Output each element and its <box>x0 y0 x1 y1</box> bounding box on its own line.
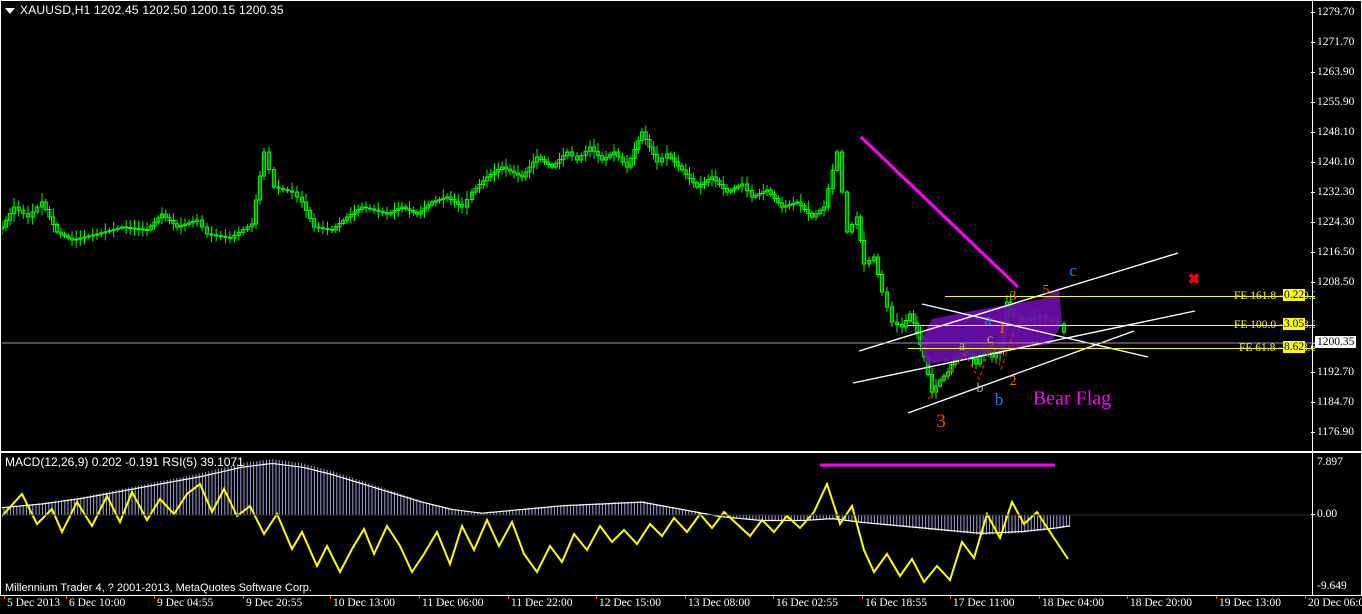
price-axis-tick: 1279.70 <box>1311 6 1354 18</box>
time-axis-tickmark <box>950 596 951 599</box>
copyright-text: Millennium Trader 4, ? 2001-2013, MetaQu… <box>5 582 312 594</box>
time-axis[interactable]: 5 Dec 2013 6 Dec 10:00 9 Dec 04:55 9 Dec 20… <box>0 596 1362 614</box>
wave-label-a-major: a <box>984 310 992 329</box>
current-price-tag: 1200.35 <box>1315 336 1357 348</box>
price-axis-tick: 1255.90 <box>1311 96 1354 108</box>
time-axis-label: 18 Dec 04:00 <box>1042 597 1104 609</box>
price-axis-tick: 1240.10 <box>1311 156 1354 168</box>
time-axis-label: 16 Dec 02:55 <box>776 597 838 609</box>
fib-line-1618 <box>945 296 1315 297</box>
time-axis-tickmark <box>1305 596 1306 599</box>
bear-flag-label: Bear Flag <box>1032 387 1112 410</box>
price-axis-separator <box>1312 1 1313 451</box>
wave-label-3-major: 3 <box>936 411 946 432</box>
time-axis-label: 11 Dec 06:00 <box>422 597 484 609</box>
time-axis-tickmark <box>66 596 67 599</box>
time-axis-label: 18 Dec 20:00 <box>1130 597 1192 609</box>
fib-line-618 <box>908 348 1315 349</box>
close-x-marker-icon[interactable]: ✖ <box>1187 271 1201 288</box>
macd-histogram <box>3 459 1071 535</box>
time-axis-label: 17 Dec 11:00 <box>953 597 1015 609</box>
price-chart-svg <box>2 125 1315 414</box>
fib-price-tag: 3.05 <box>1283 318 1306 330</box>
time-axis-tickmark <box>508 596 509 599</box>
time-axis-label: 9 Dec 20:55 <box>246 597 303 609</box>
fib-price-tag: 8.62 <box>1283 341 1306 353</box>
time-axis-tickmark <box>1216 596 1217 599</box>
wave-label-2: 2 <box>1009 374 1017 389</box>
time-axis-tickmark <box>773 596 774 599</box>
price-axis-tick: 1216.50 <box>1311 246 1354 258</box>
wave-label-b-major: b <box>994 390 1004 409</box>
price-axis-tick: 1232.30 <box>1311 186 1354 198</box>
macd-axis-tick: 0.00 <box>1311 508 1337 520</box>
time-axis-label: 19 Dec 13:00 <box>1219 597 1281 609</box>
wave-label-a-minor: a <box>958 339 966 354</box>
time-axis-tickmark <box>154 596 155 599</box>
price-axis-tick: 1248.10 <box>1311 126 1354 138</box>
macd-plot-area[interactable] <box>2 454 1315 596</box>
triangle-down-icon[interactable] <box>5 7 15 14</box>
fib-price-tag: 0.22 <box>1283 289 1306 301</box>
price-axis-tick: 1263.90 <box>1311 66 1354 78</box>
time-axis-label: 11 Dec 22:00 <box>511 597 573 609</box>
wave-label-5: 5 <box>1042 283 1050 298</box>
time-axis-label: 5 Dec 2013 <box>7 597 61 609</box>
price-axis[interactable]: 1279.70 1271.70 1263.90 1255.90 1248.10 1240.… <box>1283 1 1361 451</box>
time-axis-label: 12 Dec 15:00 <box>599 597 661 609</box>
symbol-quote-bar[interactable]: XAUUSD,H1 1202.45 1202.50 1200.15 1200.3… <box>5 3 284 17</box>
indicator-values-bar: MACD(12,26,9) 0.202 -0.191 RSI(5) 39.107… <box>5 455 244 469</box>
time-axis-tickmark <box>596 596 597 599</box>
time-axis-tickmark <box>419 596 420 599</box>
wave-label-c-major: c <box>1069 261 1077 280</box>
time-axis-label: 9 Dec 04:55 <box>157 597 214 609</box>
time-axis-tickmark <box>862 596 863 599</box>
macd-chart-svg <box>2 459 1315 584</box>
wave-label-3-inner: 3 <box>1009 289 1017 304</box>
minor-wave-zigzag <box>927 328 1016 400</box>
time-axis-tickmark <box>330 596 331 599</box>
magenta-downtrend-line <box>859 135 1020 289</box>
macd-axis[interactable]: 7.897 0.00 -9.649 <box>1311 453 1361 595</box>
macd-axis-tick: -9.649 <box>1317 580 1347 592</box>
rsi-line <box>2 481 1069 584</box>
macd-signal-line <box>2 463 1071 535</box>
time-axis-tickmark <box>243 596 244 599</box>
time-axis-label: 13 Dec 08:00 <box>688 597 750 609</box>
macd-axis-separator <box>1312 453 1313 595</box>
bear-flag-shape <box>920 288 1062 364</box>
price-axis-tick: 1176.90 <box>1311 426 1354 438</box>
fib-line-1000 <box>908 325 1315 326</box>
price-axis-tick: 1208.50 <box>1311 276 1354 288</box>
time-axis-label: 16 Dec 18:55 <box>865 597 927 609</box>
price-axis-tick: 1184.70 <box>1311 396 1354 408</box>
wave-label-b-minor: b <box>976 381 984 396</box>
symbol-quote-text: XAUUSD,H1 1202.45 1202.50 1200.15 1200.3… <box>20 3 284 17</box>
time-axis-label: 20 Dec 06:00 <box>1308 597 1362 609</box>
macd-axis-tick: 7.897 <box>1317 456 1343 468</box>
time-axis-tickmark <box>4 596 5 599</box>
price-axis-tick: 1192.70 <box>1311 366 1354 378</box>
macd-rsi-panel[interactable]: MACD(12,26,9) 0.202 -0.191 RSI(5) 39.107… <box>0 452 1362 596</box>
time-axis-tickmark <box>1127 596 1128 599</box>
price-axis-tick: 1224.30 <box>1311 216 1354 228</box>
wave-label-c-minor: c <box>986 332 994 347</box>
price-plot-area[interactable]: FE 161.8 - 1210.22 FE 100.0 - 1203.05 FE… <box>2 2 1315 452</box>
time-axis-tickmark <box>1039 596 1040 599</box>
candlestick-series <box>2 125 1067 399</box>
time-axis-tickmark <box>685 596 686 599</box>
price-chart-panel[interactable]: FE 161.8 - 1210.22 FE 100.0 - 1203.05 FE… <box>0 0 1362 452</box>
time-axis-label: 10 Dec 13:00 <box>333 597 395 609</box>
wave-label-1: 1 <box>998 322 1006 337</box>
time-axis-label: 6 Dec 10:00 <box>69 597 126 609</box>
price-axis-tick: 1271.70 <box>1311 36 1354 48</box>
